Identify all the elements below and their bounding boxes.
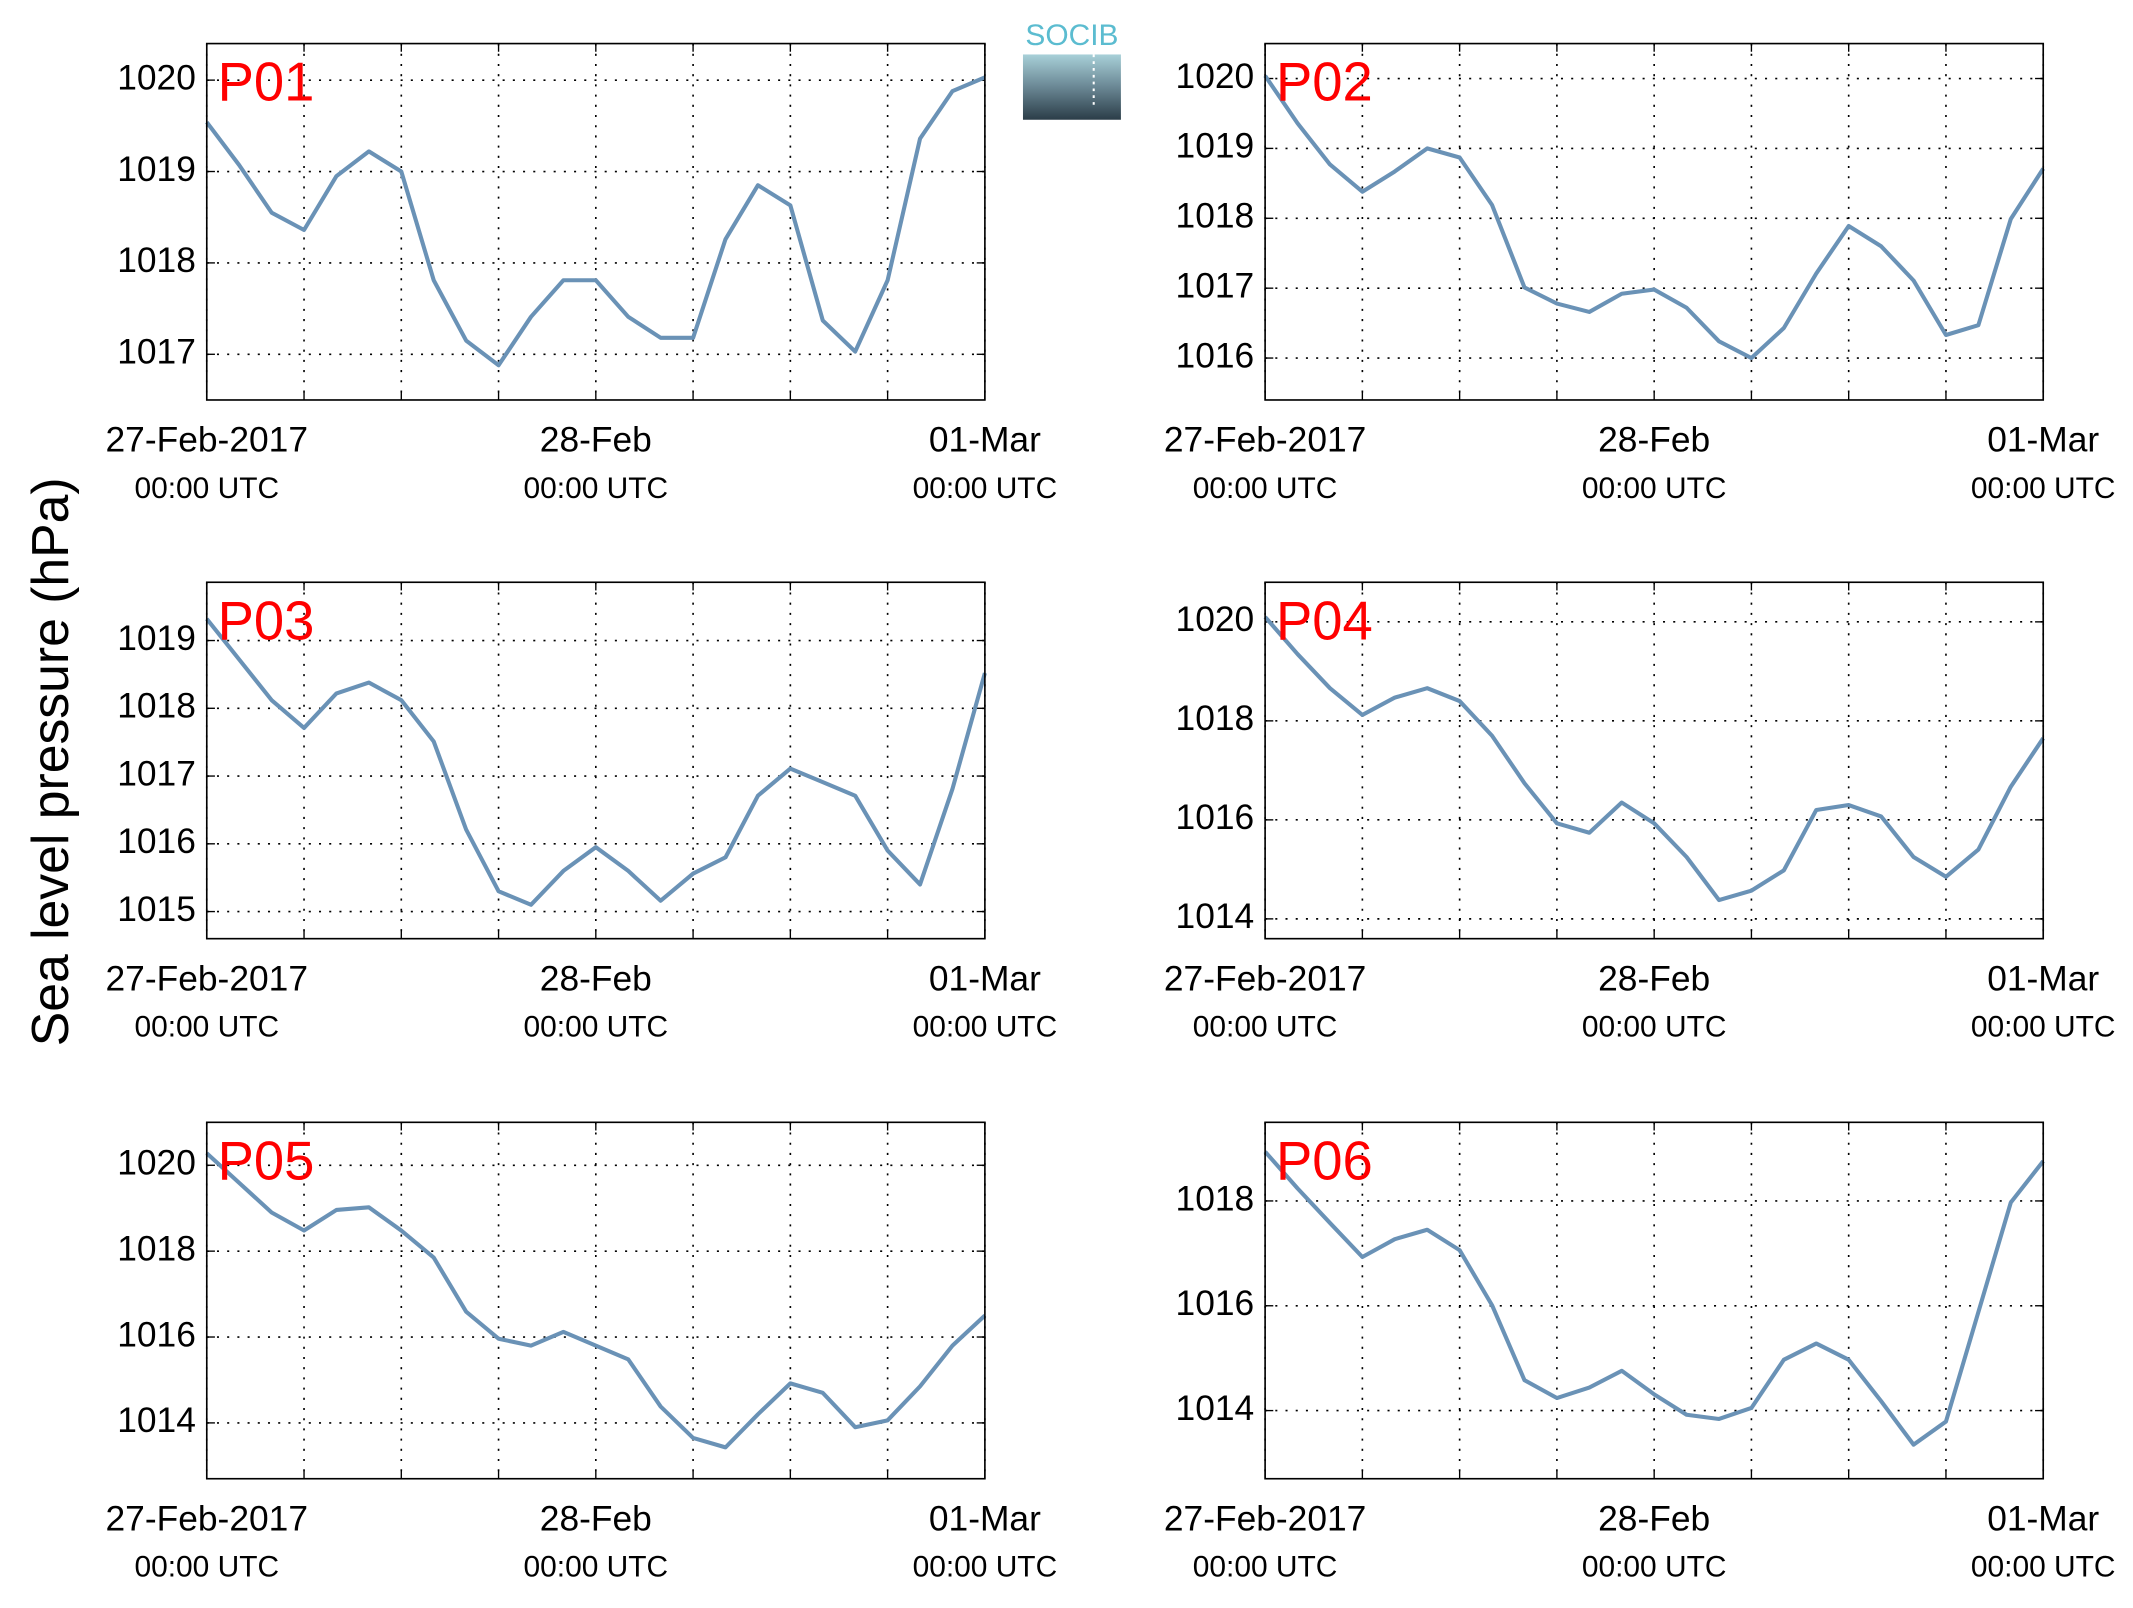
y-tick-label: 1015 [117, 890, 196, 929]
x-tick-label: 00:00 UTC [524, 472, 669, 505]
subplot-title: P03 [218, 590, 315, 651]
y-axis-label: Sea level pressure (hPa) [21, 477, 79, 1046]
x-tick-label: 28-Feb [1598, 1499, 1710, 1538]
subplot-title: P04 [1276, 590, 1373, 651]
x-tick-label: 00:00 UTC [1193, 1011, 1338, 1044]
y-tick-label: 1020 [1176, 600, 1255, 639]
y-tick-label: 1016 [1176, 798, 1255, 837]
x-tick-label: 00:00 UTC [1971, 472, 2116, 505]
y-tick-label: 1019 [117, 619, 196, 658]
y-tick-label: 1016 [117, 1315, 196, 1354]
y-tick-label: 1020 [1176, 57, 1255, 96]
x-tick-label: 27-Feb-2017 [1164, 1499, 1366, 1538]
y-tick-label: 1016 [117, 822, 196, 861]
y-tick-label: 1017 [117, 333, 196, 372]
y-tick-label: 1019 [117, 150, 196, 189]
x-tick-label: 00:00 UTC [134, 472, 279, 505]
x-tick-label: 28-Feb [540, 421, 652, 460]
y-tick-label: 1016 [1176, 336, 1255, 375]
subplot: 1015 1016 1017 1018 1019 27-Feb-2017 00:00 UTC… [106, 581, 1058, 1044]
subplot-title: P01 [218, 52, 315, 113]
y-tick-label: 1018 [117, 241, 196, 280]
x-tick-label: 00:00 UTC [1582, 1011, 1727, 1044]
x-tick-label: 00:00 UTC [913, 472, 1058, 505]
x-tick-label: 00:00 UTC [913, 1551, 1058, 1584]
y-tick-label: 1014 [1176, 1389, 1255, 1428]
x-tick-label: 00:00 UTC [524, 1011, 669, 1044]
subplot: 1014 1016 1018 1020 27-Feb-2017 00:00 UTC 28-F… [106, 1121, 1058, 1584]
y-tick-label: 1018 [117, 687, 196, 726]
series-line [205, 75, 986, 368]
x-tick-label: 28-Feb [540, 959, 652, 998]
logo: SOCIB [1022, 19, 1121, 120]
x-tick-label: 00:00 UTC [524, 1551, 669, 1584]
x-tick-label: 00:00 UTC [1193, 472, 1338, 505]
plot-frame [1264, 1121, 2045, 1480]
x-tick-label: 28-Feb [1598, 421, 1710, 460]
x-tick-label: 00:00 UTC [1582, 1551, 1727, 1584]
plot-frame [205, 42, 986, 401]
series-line [205, 1151, 987, 1450]
x-tick-label: 27-Feb-2017 [106, 421, 308, 460]
y-tick-label: 1020 [117, 1144, 196, 1183]
series-line [1263, 1150, 2045, 1447]
subplot: 1016 1017 1018 1019 1020 27-Feb-2017 00:00 UTC… [1164, 42, 2116, 505]
series-line [205, 617, 987, 907]
subplot-title: P06 [1276, 1130, 1373, 1191]
series-line [1263, 615, 2045, 903]
subplot: 1014 1016 1018 27-Feb-2017 00:00 UTC 28-Feb 00… [1164, 1121, 2116, 1584]
y-tick-label: 1018 [1176, 1179, 1255, 1218]
x-tick-label: 27-Feb-2017 [106, 959, 308, 998]
x-tick-label: 01-Mar [929, 1499, 1041, 1538]
x-tick-label: 01-Mar [929, 421, 1041, 460]
y-tick-label: 1017 [117, 754, 196, 793]
x-tick-label: 01-Mar [1987, 421, 2099, 460]
subplot: 1017 1018 1019 1020 27-Feb-2017 00:00 UTC 28-F… [106, 42, 1058, 505]
y-tick-label: 1016 [1176, 1284, 1255, 1323]
plot-frame [205, 1121, 986, 1480]
y-tick-label: 1018 [117, 1229, 196, 1268]
series-line [1263, 74, 2045, 361]
x-tick-label: 27-Feb-2017 [106, 1499, 308, 1538]
subplot-title: P05 [218, 1130, 315, 1191]
logo-block [1022, 54, 1121, 120]
x-tick-label: 27-Feb-2017 [1164, 959, 1366, 998]
x-tick-label: 00:00 UTC [913, 1011, 1058, 1044]
y-tick-label: 1019 [1176, 127, 1255, 166]
y-tick-label: 1014 [1176, 897, 1255, 936]
x-tick-label: 00:00 UTC [1193, 1551, 1338, 1584]
y-tick-label: 1017 [1176, 267, 1255, 306]
x-tick-label: 01-Mar [1987, 1499, 2099, 1538]
x-tick-label: 00:00 UTC [134, 1551, 279, 1584]
x-tick-label: 01-Mar [929, 959, 1041, 998]
subplot-title: P02 [1276, 52, 1373, 113]
x-tick-label: 00:00 UTC [1582, 472, 1727, 505]
y-tick-label: 1014 [117, 1401, 196, 1440]
plot-frame [1264, 581, 2045, 940]
subplot: 1014 1016 1018 1020 27-Feb-2017 00:00 UTC 28-F… [1164, 581, 2116, 1044]
y-tick-label: 1018 [1176, 699, 1255, 738]
x-tick-label: 00:00 UTC [1971, 1551, 2116, 1584]
y-tick-label: 1018 [1176, 197, 1255, 236]
x-tick-label: 00:00 UTC [134, 1011, 279, 1044]
x-tick-label: 01-Mar [1987, 959, 2099, 998]
plot-frame [1264, 42, 2045, 401]
x-tick-label: 28-Feb [540, 1499, 652, 1538]
x-tick-label: 27-Feb-2017 [1164, 421, 1366, 460]
x-tick-label: 28-Feb [1598, 959, 1710, 998]
plot-frame [205, 581, 986, 940]
y-tick-label: 1020 [117, 58, 196, 97]
x-tick-label: 00:00 UTC [1971, 1011, 2116, 1044]
logo-text: SOCIB [1025, 19, 1118, 52]
